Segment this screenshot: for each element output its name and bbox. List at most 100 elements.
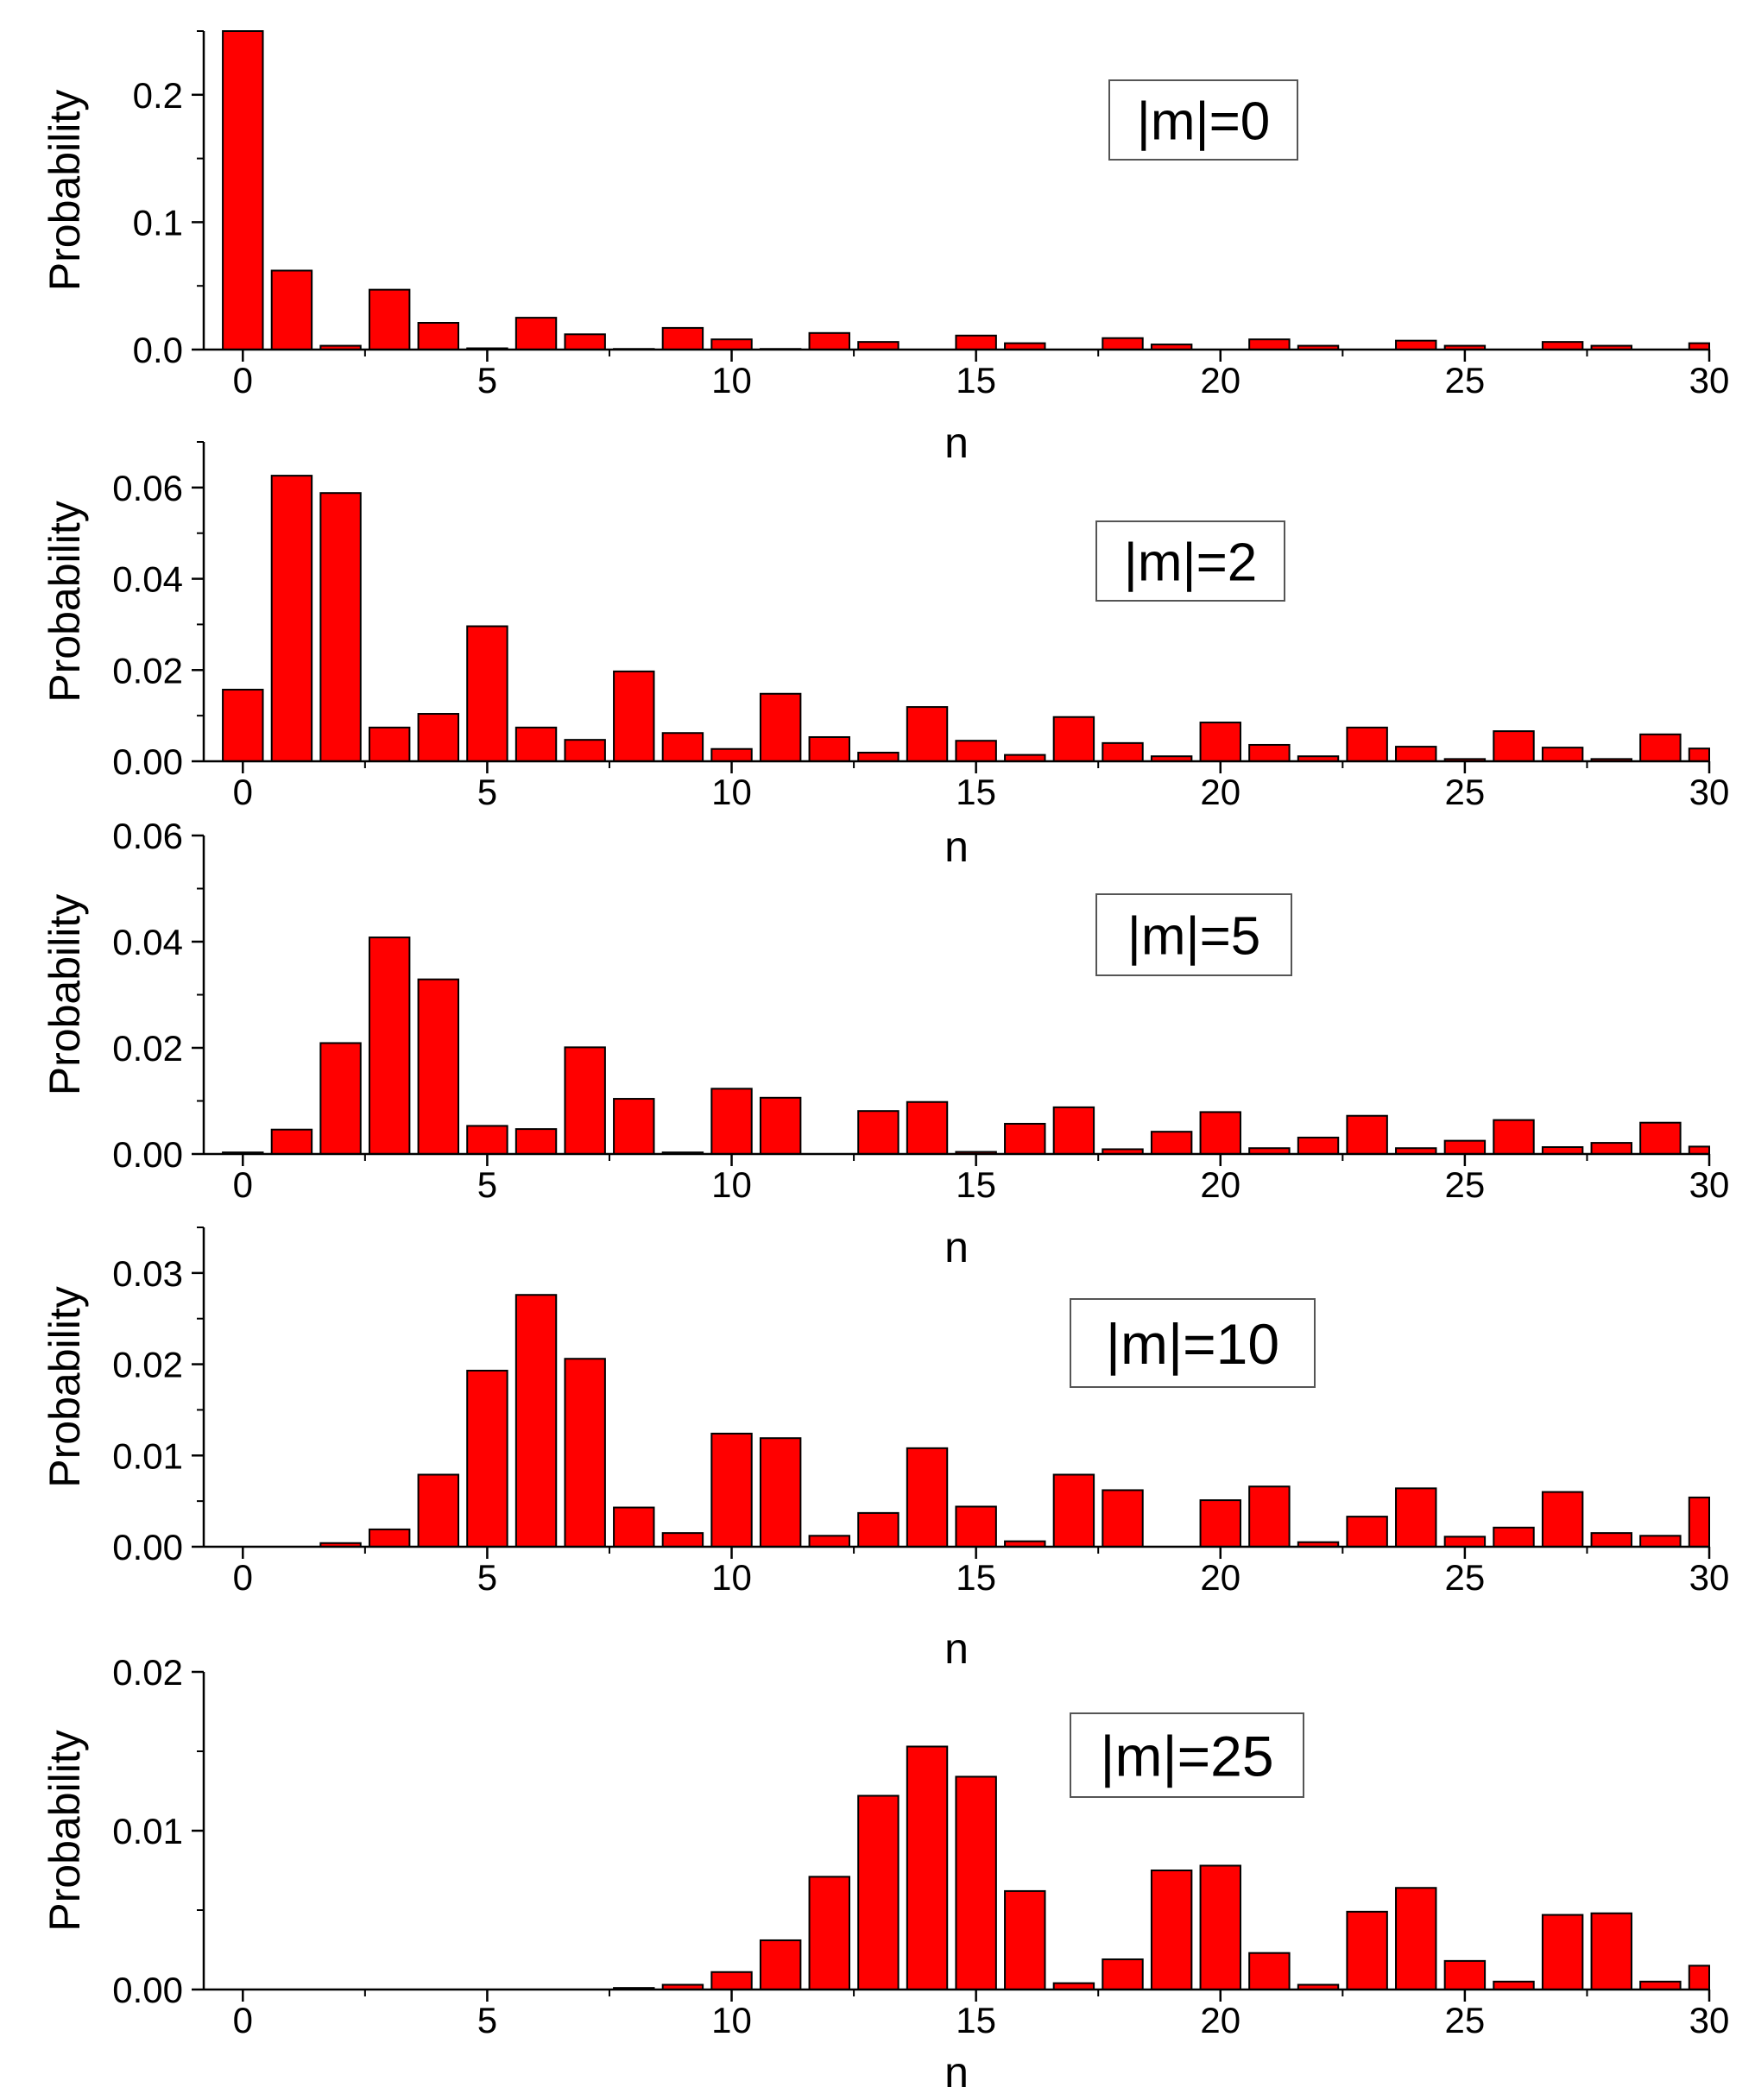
bar-n6: n=6: 0.0276 bbox=[515, 1294, 558, 1548]
x-tick-label: 0 bbox=[233, 360, 253, 400]
panel-4: n=0: 0n=1: 0n=2: 0n=3: 0n=4: 0n=5: 0n=6:… bbox=[41, 1652, 1729, 2097]
bar-n23: n=23: 0.0033 bbox=[1346, 1516, 1388, 1548]
y-tick-label: 0.04 bbox=[112, 559, 183, 600]
bar-n19: n=19: 0.0075 bbox=[1150, 1870, 1193, 1990]
bar-n30: n=30: 0.0015 bbox=[1688, 1964, 1711, 1990]
x-tick-label: 20 bbox=[1200, 360, 1240, 400]
bar-n22: n=22: 0.0031 bbox=[1297, 1136, 1340, 1156]
x-tick-label: 5 bbox=[477, 1557, 497, 1598]
bar-n3: n=3: 0.047 bbox=[368, 288, 411, 351]
bar-n5: n=5: 0.0296 bbox=[466, 625, 508, 762]
bar-n29: n=29: 0.0005 bbox=[1639, 1980, 1682, 1991]
panel-label: |m|=5 bbox=[1127, 906, 1261, 966]
bar-n16: n=16: 0.0062 bbox=[1004, 1889, 1046, 1990]
x-tick-label: 20 bbox=[1200, 1557, 1240, 1598]
bar-n5: n=5: 0.0193 bbox=[466, 1369, 508, 1548]
bar-n0: n=0: 0.25 bbox=[222, 30, 264, 350]
bar-n28: n=28: 0.0048 bbox=[1590, 1912, 1632, 1990]
bar-n13: n=13: 0.006 bbox=[857, 341, 900, 351]
x-tick-label: 15 bbox=[956, 772, 996, 812]
y-axis-label: Probability bbox=[41, 501, 89, 702]
bar-n9: n=9: 0.0062 bbox=[661, 732, 704, 762]
bar-n11: n=11: 0.0119 bbox=[759, 1437, 802, 1548]
y-tick-label: 0.02 bbox=[112, 650, 183, 691]
panel-0: n=0: 0.25n=1: 0.062n=2: 0.003n=3: 0.047n… bbox=[41, 30, 1729, 467]
bar-n6: n=6: 0.0047 bbox=[515, 1128, 558, 1155]
bar-n4: n=4: 0.0079 bbox=[417, 1473, 460, 1548]
bar-n11: n=11: 0.0148 bbox=[759, 692, 802, 763]
bar-n15: n=15: 0.0045 bbox=[955, 740, 997, 763]
x-tick-label: 5 bbox=[477, 360, 497, 400]
bar-n2: n=2: 0.0588 bbox=[319, 492, 362, 762]
bar-n6: n=6: 0.0074 bbox=[515, 726, 558, 763]
bar-n21: n=21: 0.008 bbox=[1248, 338, 1291, 351]
bar-n3: n=3: 0.0074 bbox=[368, 726, 411, 763]
x-tick-label: 15 bbox=[956, 1557, 996, 1598]
bar-n2: n=2: 0.0209 bbox=[319, 1042, 362, 1155]
bar-n20: n=20: 0.0079 bbox=[1199, 1111, 1241, 1156]
x-axis-label: n bbox=[944, 1624, 969, 1673]
x-tick-label: 5 bbox=[477, 2000, 497, 2040]
bar-n14: n=14: 0.0119 bbox=[906, 706, 949, 762]
bar-n12: n=12: 0.0012 bbox=[808, 1535, 850, 1548]
y-tick-label: 0.02 bbox=[112, 1028, 183, 1069]
bar-n15: n=15: 0.011 bbox=[955, 334, 997, 351]
bar-n13: n=13: 0.0081 bbox=[857, 1110, 900, 1156]
panel-label: |m|=0 bbox=[1137, 91, 1271, 151]
x-tick-label: 10 bbox=[711, 1164, 752, 1205]
bar-n17: n=17: 0.0079 bbox=[1052, 1473, 1095, 1548]
x-tick-label: 0 bbox=[233, 2000, 253, 2040]
x-axis-label: n bbox=[944, 419, 969, 467]
bar-n1: n=1: 0.0626 bbox=[270, 475, 313, 762]
bar-n27: n=27: 0.006 bbox=[1541, 341, 1584, 351]
x-tick-label: 10 bbox=[711, 360, 752, 400]
x-tick-label: 25 bbox=[1445, 772, 1486, 812]
x-tick-label: 20 bbox=[1200, 1164, 1240, 1205]
y-axis-label: Probability bbox=[41, 894, 89, 1095]
y-axis-label: Probability bbox=[41, 90, 89, 291]
y-tick-label: 0.00 bbox=[112, 1134, 183, 1175]
bar-n23: n=23: 0.0049 bbox=[1346, 1910, 1388, 1991]
bar-n12: n=12: 0.0071 bbox=[808, 1876, 850, 1991]
x-tick-label: 30 bbox=[1689, 772, 1730, 812]
panel-label-box bbox=[1095, 520, 1285, 602]
x-tick-label: 20 bbox=[1200, 2000, 1240, 2040]
bar-n4: n=4: 0.0104 bbox=[417, 713, 460, 763]
bar-n10: n=10: 0.0124 bbox=[710, 1432, 753, 1548]
bar-n7: n=7: 0.0047 bbox=[564, 739, 606, 762]
x-tick-label: 30 bbox=[1689, 2000, 1730, 2040]
x-tick-label: 30 bbox=[1689, 1557, 1730, 1598]
bar-n8: n=8: 0.0197 bbox=[613, 670, 655, 762]
y-tick-label: 0.00 bbox=[112, 1970, 183, 2010]
bar-n27: n=27: 0.006 bbox=[1541, 1491, 1584, 1548]
bar-n4: n=4: 0.0329 bbox=[417, 978, 460, 1156]
bar-n9: n=9: 0.017 bbox=[661, 326, 704, 351]
bar-n21: n=21: 0.0066 bbox=[1248, 1485, 1291, 1548]
y-tick-label: 0.00 bbox=[112, 741, 183, 782]
bar-n11: n=11: 0.0031 bbox=[759, 1939, 802, 1990]
panel-label-box bbox=[1108, 79, 1298, 161]
bar-n12: n=12: 0.013 bbox=[808, 331, 850, 350]
y-tick-label: 0.04 bbox=[112, 922, 183, 962]
y-tick-label: 0.00 bbox=[112, 1527, 183, 1567]
y-tick-label: 0.01 bbox=[112, 1435, 183, 1476]
bar-n15: n=15: 0.0044 bbox=[955, 1505, 997, 1548]
x-tick-label: 15 bbox=[956, 1164, 996, 1205]
x-tick-label: 25 bbox=[1445, 2000, 1486, 2040]
bar-n10: n=10: 0.008 bbox=[710, 338, 753, 351]
panel-label: |m|=25 bbox=[1100, 1724, 1273, 1788]
x-tick-label: 25 bbox=[1445, 1557, 1486, 1598]
bar-n26: n=26: 0.0064 bbox=[1493, 1119, 1535, 1156]
bar-n14: n=14: 0.0098 bbox=[906, 1100, 949, 1155]
bar-n30: n=30: 0.0054 bbox=[1688, 1496, 1711, 1548]
bar-n12: n=12: 0.0053 bbox=[808, 735, 850, 762]
y-tick-label: 0.03 bbox=[112, 1253, 183, 1294]
y-axis-label: Probability bbox=[41, 1730, 89, 1931]
bar-n8: n=8: 0.0104 bbox=[613, 1098, 655, 1156]
y-tick-label: 0.02 bbox=[112, 1345, 183, 1385]
x-tick-label: 5 bbox=[477, 1164, 497, 1205]
bar-n5: n=5: 0.0053 bbox=[466, 1125, 508, 1156]
x-tick-label: 10 bbox=[711, 2000, 752, 2040]
